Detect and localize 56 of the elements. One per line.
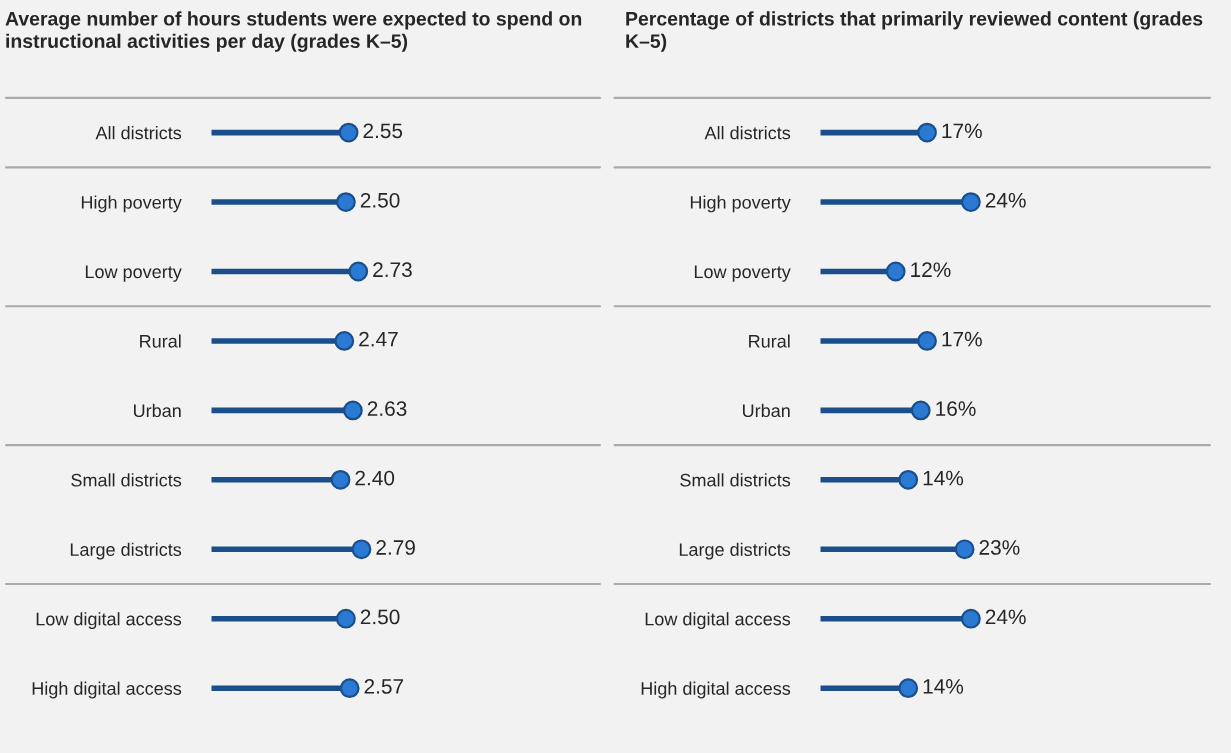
y-tick-label: Low poverty (85, 265, 182, 282)
y-tick-label: Large districts (679, 542, 791, 560)
y-tick-label: Small districts (680, 473, 791, 487)
point (334, 331, 355, 351)
point (961, 192, 981, 212)
y-tick-label: High digital access (641, 681, 791, 699)
y-tick-label: Urban (134, 403, 181, 418)
point (339, 678, 360, 699)
data-label: 2.55 (363, 123, 403, 139)
point (885, 261, 906, 282)
data-label: 24% (985, 192, 1026, 208)
y-tick-label: Urban (743, 403, 790, 418)
data-label: 2.47 (359, 331, 398, 347)
y-tick-label: All districts (704, 126, 791, 140)
y-tick-label: High digital access (32, 681, 182, 699)
point (917, 122, 937, 143)
data-label: 2.57 (364, 679, 404, 694)
point (898, 469, 919, 490)
y-tick-label: High poverty (690, 195, 791, 213)
y-tick-label: High poverty (81, 195, 182, 213)
data-label: 2.40 (355, 470, 395, 486)
data-label: 2.73 (373, 262, 412, 278)
point (336, 608, 356, 629)
y-tick-label: Low digital access (36, 612, 182, 629)
point (338, 122, 359, 143)
data-label: 12% (911, 262, 951, 278)
data-label: 17% (942, 123, 982, 139)
data-label: 14% (923, 470, 964, 486)
data-label: 17% (942, 331, 982, 347)
point (343, 400, 363, 421)
data-label: 2.50 (360, 192, 400, 208)
data-label: 2.63 (367, 401, 407, 416)
data-label: 23% (979, 540, 1020, 555)
y-tick-label: Small districts (71, 473, 182, 487)
point (348, 261, 369, 282)
y-tick-label: Large districts (70, 542, 182, 560)
y-tick-label: Low digital access (645, 612, 791, 629)
data-label: 16% (936, 401, 976, 416)
y-tick-label: Low poverty (694, 265, 791, 282)
point (961, 608, 981, 629)
point (898, 678, 919, 699)
y-tick-label: All districts (95, 126, 182, 140)
point (330, 469, 351, 490)
point (351, 539, 372, 560)
data-label: 2.50 (360, 609, 400, 625)
y-tick-label: Rural (749, 334, 790, 348)
data-label: 2.79 (376, 540, 415, 555)
chart-title: Average number of hours students were expected to spend on instructional activities per day (grades K–5) (5, 11, 582, 52)
chart-title: Percentage of districts that primarily reviewed content (grades K–5) (626, 11, 1203, 52)
data-label: 14% (923, 679, 964, 694)
point (917, 331, 937, 351)
data-label: 24% (985, 609, 1026, 625)
point (954, 539, 975, 560)
point (336, 192, 356, 212)
y-tick-label: Rural (140, 334, 181, 348)
point (910, 400, 931, 421)
